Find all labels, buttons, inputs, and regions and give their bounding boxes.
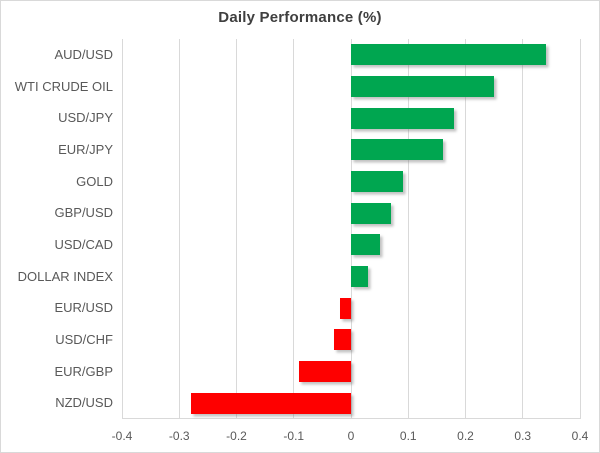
category-label: EUR/JPY: [58, 141, 113, 157]
bar-usd-cad: [351, 234, 380, 256]
category-label: USD/CHF: [55, 331, 113, 347]
gridline: [236, 39, 237, 419]
gridline: [350, 39, 352, 419]
bar-usd-jpy: [351, 107, 455, 129]
gridline: [579, 39, 581, 419]
x-tick-label: 0: [347, 429, 355, 443]
x-tick-label: -0.1: [283, 429, 305, 443]
category-label: NZD/USD: [55, 395, 113, 411]
bar-aud-usd: [351, 44, 546, 66]
gridline: [178, 39, 180, 419]
category-label: GBP/USD: [54, 205, 113, 221]
category-label: WTI CRUDE OIL: [14, 78, 113, 94]
gridline: [465, 39, 466, 419]
chart-title: Daily Performance (%): [218, 9, 382, 26]
x-tick-label: 0.2: [457, 429, 474, 443]
x-tick-label: -0.2: [226, 429, 247, 443]
category-label: USD/CAD: [54, 236, 113, 252]
category-label: AUD/USD: [54, 46, 113, 62]
category-label: GOLD: [76, 173, 113, 189]
category-label: USD/JPY: [58, 110, 113, 126]
x-tick-label: 0.4: [571, 429, 589, 443]
category-label: DOLLAR INDEX: [17, 268, 113, 284]
x-tick-label: 0.3: [514, 429, 532, 443]
category-label: EUR/USD: [54, 300, 113, 316]
gridline: [522, 39, 524, 419]
x-tick-label: 0.1: [399, 429, 417, 443]
bar-usd-chf: [333, 329, 351, 351]
bar-eur-jpy: [351, 139, 443, 161]
bar-nzd-usd: [190, 392, 351, 414]
x-axis-line: [122, 418, 580, 419]
bar-gbp-usd: [351, 202, 392, 224]
x-tick-label: -0.3: [168, 429, 190, 443]
x-tick-label: -0.4: [111, 429, 133, 443]
gridline: [407, 39, 409, 419]
bar-eur-usd: [339, 297, 351, 319]
bar-eur-gbp: [299, 361, 351, 382]
gridline: [293, 39, 295, 419]
plot-area: [121, 39, 581, 419]
category-label: EUR/GBP: [54, 363, 113, 379]
bar-wti-crude-oil: [351, 76, 495, 97]
gridline: [121, 39, 123, 419]
bar-dollar-index: [351, 266, 369, 287]
bar-gold: [351, 171, 403, 192]
